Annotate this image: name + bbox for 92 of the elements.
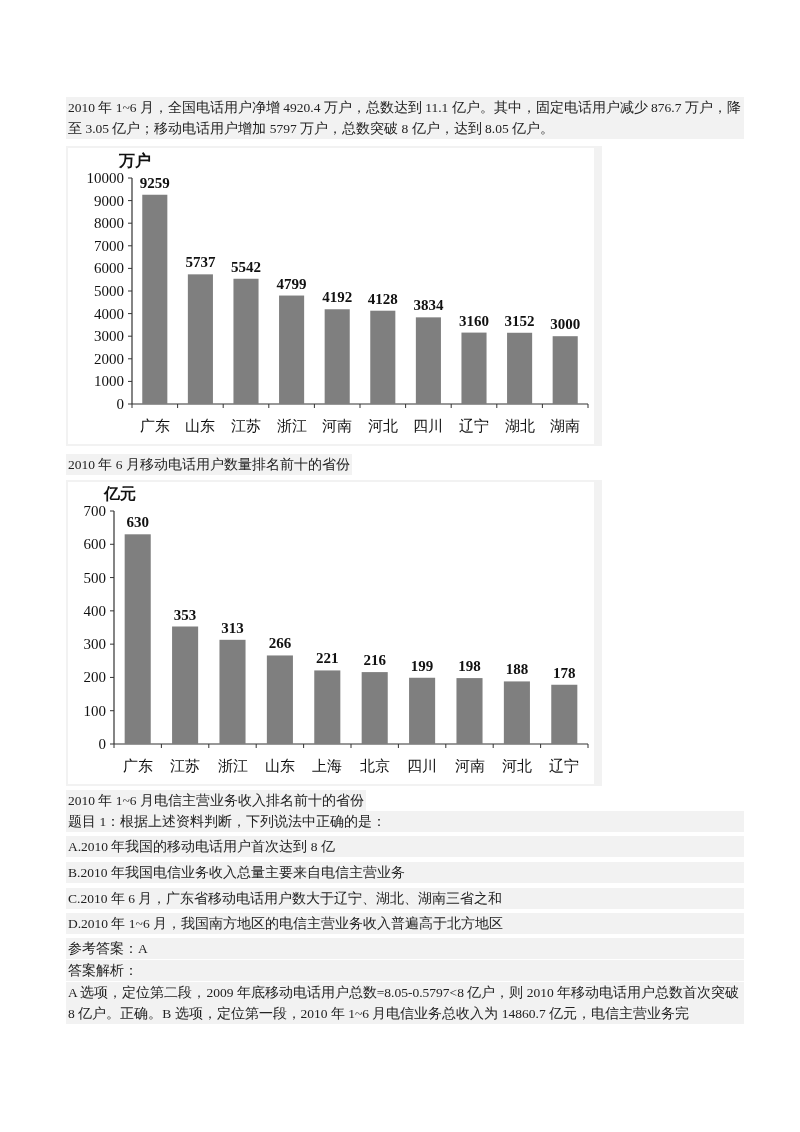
x-tick-label: 山东 (185, 418, 216, 434)
data-label: 3834 (413, 297, 444, 314)
y-tick-label: 1000 (94, 373, 124, 390)
y-tick-label: 0 (98, 736, 106, 752)
text: A.2010 年我国的移动电话用户首次达到 8 亿 (66, 836, 744, 857)
y-tick-label: 9000 (94, 192, 124, 209)
data-label: 630 (126, 514, 149, 531)
y-tick-label: 0 (116, 396, 124, 412)
bar (266, 655, 293, 744)
data-label: 216 (363, 652, 387, 669)
x-tick-label: 江苏 (231, 418, 261, 434)
y-tick-label: 5000 (94, 283, 124, 299)
data-label: 3160 (459, 312, 489, 329)
x-tick-label: 辽宁 (549, 758, 580, 774)
bar (507, 332, 533, 404)
x-tick-label: 辽宁 (459, 418, 489, 434)
x-tick-label: 河北 (501, 758, 532, 774)
y-tick-label: 4000 (94, 305, 124, 322)
y-tick-label: 7000 (94, 237, 124, 254)
data-label: 198 (458, 658, 481, 675)
text: C.2010 年 6 月，广东省移动电话用户数大于辽宁、湖北、湖南三省之和 (66, 888, 744, 909)
bar (361, 672, 388, 744)
data-label: 3000 (550, 316, 581, 333)
bar (142, 194, 168, 404)
y-tick-label: 300 (83, 636, 106, 653)
text: A 选项，定位第二段，2009 年底移动电话用户总数=8.05-0.5797<8 亿户，则 2010 年移动电话用户总数首次突破 8 亿户。正确。B 选项，定位第一段，2010 年 1~6 月电信业务总收入为 14860.7 亿元，电信主营业务完 (66, 982, 744, 1024)
x-tick-label: 上海 (312, 758, 343, 774)
text: 2010 年 6 月移动电话用户数量排名前十的省份 (66, 454, 352, 475)
bar (233, 278, 259, 404)
y-axis-title: 亿元 (103, 485, 136, 502)
x-tick-label: 北京 (359, 758, 390, 774)
y-tick-label: 10000 (86, 170, 124, 186)
y-tick-label: 8000 (94, 215, 124, 232)
y-tick-label: 500 (83, 569, 106, 586)
y-axis-title: 万户 (118, 152, 151, 169)
text: 题目 1：根据上述资料判断，下列说法中正确的是： (66, 811, 744, 832)
bar (503, 681, 530, 744)
bar (370, 310, 396, 404)
text: 2010 年 1~6 月，全国电话用户净增 4920.4 万户，总数达到 11.1 亿户。其中，固定电话用户减少 876.7 万户，降至 3.05 亿户；移动电话用户增加 5797 万户，总数突破 8 亿户，达到 8.05 亿户。 (66, 97, 744, 139)
data-label: 4192 (322, 289, 353, 306)
x-tick-label: 河北 (367, 418, 398, 434)
bar (456, 678, 483, 744)
x-tick-label: 湖北 (504, 418, 535, 434)
text: 答案解析： (66, 960, 744, 981)
data-label: 353 (173, 606, 197, 623)
x-tick-label: 江苏 (170, 758, 201, 774)
data-label: 199 (410, 657, 434, 674)
x-tick-label: 河南 (454, 758, 485, 774)
bar (324, 309, 350, 404)
y-tick-label: 3000 (94, 328, 124, 345)
x-tick-label: 广东 (122, 758, 153, 774)
x-tick-label: 四川 (413, 418, 444, 434)
data-label: 221 (316, 650, 339, 667)
x-tick-label: 河南 (322, 418, 353, 434)
data-label: 4799 (276, 275, 307, 292)
bar (415, 317, 441, 404)
data-label: 3152 (504, 312, 535, 329)
bar (409, 677, 436, 744)
y-tick-label: 2000 (94, 350, 124, 367)
y-tick-label: 600 (83, 536, 106, 553)
data-label: 4128 (367, 290, 398, 307)
bar (219, 639, 246, 744)
y-tick-label: 6000 (94, 260, 124, 277)
data-label: 9259 (139, 174, 170, 191)
data-label: 188 (505, 661, 529, 678)
x-tick-label: 山东 (264, 758, 295, 774)
text: 2010 年 1~6 月电信主营业务收入排名前十的省份 (66, 790, 366, 811)
bar (279, 295, 305, 404)
y-tick-label: 200 (83, 669, 106, 686)
x-tick-label: 四川 (407, 758, 438, 774)
x-tick-label: 浙江 (217, 758, 248, 774)
data-label: 266 (268, 635, 292, 652)
data-label: 5737 (185, 254, 216, 271)
bar (551, 684, 578, 744)
text: B.2010 年我国电信业务收入总量主要来自电信主营业务 (66, 862, 744, 883)
bar (124, 534, 151, 744)
x-tick-label: 广东 (139, 418, 170, 434)
x-tick-label: 浙江 (276, 418, 307, 434)
bar (461, 332, 487, 404)
text: D.2010 年 1~6 月，我国南方地区的电信主营业务收入普遍高于北方地区 (66, 913, 744, 934)
bar (314, 670, 341, 744)
y-tick-label: 700 (83, 503, 106, 519)
x-tick-label: 湖南 (550, 418, 581, 434)
bar (172, 626, 199, 744)
data-label: 313 (221, 619, 244, 636)
bar (187, 274, 213, 404)
y-tick-label: 100 (83, 702, 106, 719)
bar (552, 336, 578, 404)
data-label: 5542 (231, 258, 261, 275)
data-label: 178 (553, 664, 576, 681)
y-tick-label: 400 (83, 602, 106, 619)
text: 参考答案：A (66, 938, 744, 959)
